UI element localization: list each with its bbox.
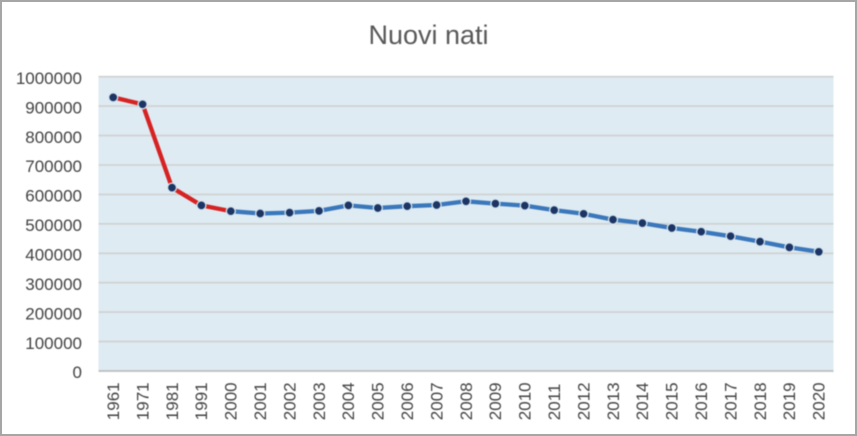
svg-text:1971: 1971	[133, 382, 152, 420]
svg-text:0: 0	[73, 363, 82, 382]
svg-text:300000: 300000	[25, 275, 82, 294]
svg-text:2011: 2011	[545, 384, 564, 421]
svg-text:2002: 2002	[280, 382, 299, 420]
svg-text:100000: 100000	[25, 334, 82, 353]
svg-text:2007: 2007	[427, 382, 446, 420]
svg-text:2003: 2003	[310, 382, 329, 420]
svg-text:2008: 2008	[457, 382, 476, 420]
svg-text:2020: 2020	[810, 382, 829, 420]
svg-text:2005: 2005	[369, 382, 388, 420]
svg-text:2010: 2010	[516, 382, 535, 420]
svg-text:2012: 2012	[574, 382, 593, 420]
svg-text:2016: 2016	[692, 382, 711, 420]
svg-text:2004: 2004	[339, 382, 358, 420]
svg-text:2014: 2014	[633, 382, 652, 420]
svg-text:2009: 2009	[486, 382, 505, 420]
svg-text:2001: 2001	[251, 382, 270, 420]
svg-text:2006: 2006	[398, 382, 417, 420]
svg-text:800000: 800000	[25, 128, 82, 147]
svg-text:2017: 2017	[721, 382, 740, 420]
svg-text:2013: 2013	[604, 382, 623, 420]
svg-text:2019: 2019	[780, 382, 799, 420]
svg-text:2000: 2000	[222, 382, 241, 420]
svg-text:400000: 400000	[25, 246, 82, 265]
svg-text:Nuovi nati: Nuovi nati	[368, 20, 488, 50]
svg-text:2018: 2018	[751, 382, 770, 420]
svg-text:1981: 1981	[163, 382, 182, 420]
svg-text:500000: 500000	[25, 216, 82, 235]
svg-text:200000: 200000	[25, 304, 82, 323]
svg-text:600000: 600000	[25, 187, 82, 206]
svg-text:1000000: 1000000	[16, 69, 82, 88]
svg-text:900000: 900000	[25, 98, 82, 117]
svg-text:700000: 700000	[25, 157, 82, 176]
svg-text:2015: 2015	[663, 382, 682, 420]
svg-text:1961: 1961	[104, 382, 123, 420]
svg-text:1991: 1991	[192, 382, 211, 420]
